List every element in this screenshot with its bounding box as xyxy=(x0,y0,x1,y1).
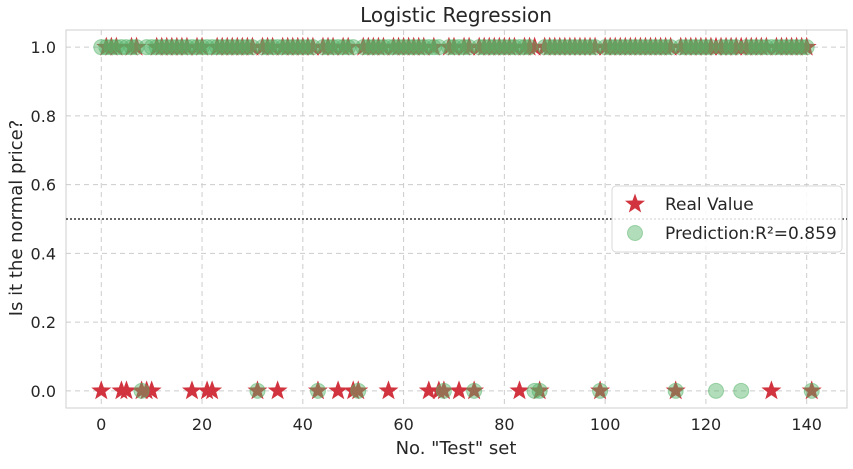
real-value-point xyxy=(761,380,782,400)
real-value-point xyxy=(338,36,359,56)
y-tick-label: 0.8 xyxy=(31,107,56,126)
real-value-point xyxy=(192,36,213,56)
y-tick-label: 0.4 xyxy=(31,244,56,263)
real-value-point xyxy=(307,380,328,400)
real-value-point xyxy=(529,380,550,400)
real-value-point xyxy=(801,380,822,400)
legend-real-label: Real Value xyxy=(665,195,754,215)
real-value-point xyxy=(106,36,127,56)
x-tick-label: 100 xyxy=(590,415,621,434)
prediction-point xyxy=(707,382,724,399)
prediction-point xyxy=(526,382,543,399)
real-value-point xyxy=(141,380,162,400)
real-value-point xyxy=(91,380,112,400)
real-value-point xyxy=(373,36,394,56)
chart-title: Logistic Regression xyxy=(360,3,552,27)
real-value-point xyxy=(181,380,202,400)
real-value-point xyxy=(665,380,686,400)
real-value-point xyxy=(348,380,369,400)
real-value-point xyxy=(176,36,197,56)
real-value-point xyxy=(433,380,454,400)
y-tick-label: 0.6 xyxy=(31,176,56,195)
real-value-point xyxy=(247,380,268,400)
real-value-point xyxy=(202,380,223,400)
x-axis-label: No. "Test" set xyxy=(396,438,517,459)
prediction-point xyxy=(309,382,326,399)
legend: Real Value Prediction:R²=0.859 xyxy=(611,185,843,253)
real-value-point xyxy=(459,36,480,56)
real-value-point xyxy=(796,36,817,56)
x-tick-label: 60 xyxy=(393,415,413,434)
prediction-point xyxy=(667,382,684,399)
real-value-point xyxy=(756,36,777,56)
x-tick-label: 120 xyxy=(691,415,722,434)
real-value-point xyxy=(660,36,681,56)
legend-real-marker xyxy=(625,193,645,213)
x-tick-label: 80 xyxy=(494,415,514,434)
x-tick-label: 20 xyxy=(192,415,212,434)
real-value-point xyxy=(116,380,137,400)
real-value-point xyxy=(413,36,434,56)
x-tick-label: 0 xyxy=(96,415,106,434)
x-tick-label: 140 xyxy=(791,415,822,434)
x-tick-label: 40 xyxy=(293,415,313,434)
y-tick-label: 1.0 xyxy=(31,38,56,57)
prediction-point xyxy=(521,39,538,56)
prediction-point xyxy=(793,39,810,56)
prediction-point xyxy=(592,382,609,399)
y-tick-label: 0.0 xyxy=(31,382,56,401)
prediction-point xyxy=(531,382,548,399)
real-value-point xyxy=(328,380,349,400)
real-value-point xyxy=(242,36,263,56)
real-value-point xyxy=(524,36,545,56)
y-tick-label: 0.2 xyxy=(31,313,56,332)
prediction-point xyxy=(803,382,820,399)
real-value-point xyxy=(585,36,606,56)
real-value-point xyxy=(323,36,344,56)
prediction-point xyxy=(733,382,750,399)
real-value-point xyxy=(418,380,439,400)
real-value-point xyxy=(449,380,470,400)
legend-prediction-marker xyxy=(627,225,643,241)
prediction-point xyxy=(466,382,483,399)
legend-box xyxy=(611,185,843,253)
real-value-point xyxy=(378,380,399,400)
prediction-point xyxy=(350,382,367,399)
prediction-point xyxy=(516,39,533,56)
prediction-point xyxy=(798,39,815,56)
real-value-point xyxy=(302,36,323,56)
real-value-point xyxy=(443,36,464,56)
legend-prediction-label: Prediction:R²=0.859 xyxy=(665,224,837,244)
real-value-point xyxy=(126,36,147,56)
real-value-point xyxy=(423,36,444,56)
prediction-point xyxy=(133,382,150,399)
y-axis-label: Is it the normal price? xyxy=(6,120,27,317)
prediction-point xyxy=(435,382,452,399)
real-value-point xyxy=(267,380,288,400)
real-value-point xyxy=(262,36,283,56)
real-value-point xyxy=(464,380,485,400)
real-value-point xyxy=(590,380,611,400)
real-value-point xyxy=(509,380,530,400)
prediction-point xyxy=(249,382,266,399)
real-value-point xyxy=(504,36,525,56)
